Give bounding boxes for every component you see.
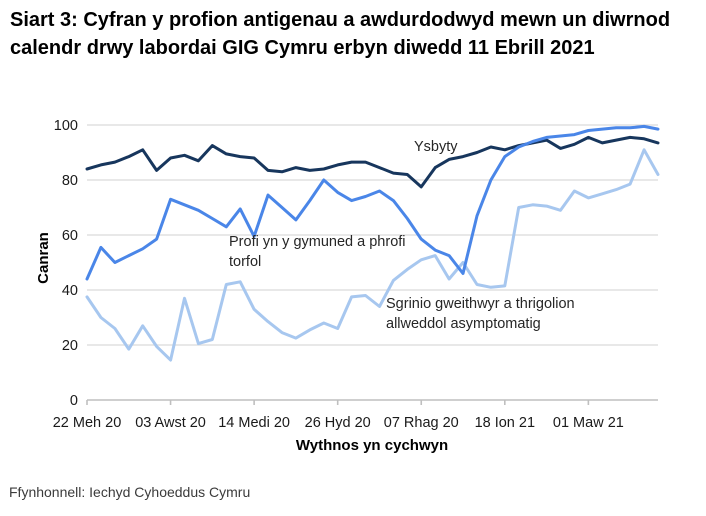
series-label-sgrinio: Sgrinio gweithwyr a thrigolion allweddol…	[386, 296, 575, 332]
x-tick-label: 01 Maw 21	[553, 415, 624, 431]
x-axis-label: Wythnos yn cychwyn	[295, 437, 449, 454]
x-tick-label: 22 Meh 20	[53, 415, 122, 431]
y-tick-0: 0	[70, 393, 78, 409]
x-tick-label: 03 Awst 20	[135, 415, 206, 431]
source-note: Ffynhonnell: Iechyd Cyhoeddus Cymru	[9, 484, 251, 500]
series-label-profi: Profi yn y gymuned a phrofi torfol	[229, 234, 406, 270]
x-tick-label: 07 Rhag 20	[384, 415, 459, 431]
y-tick-100: 100	[54, 118, 78, 134]
x-tick-label: 14 Medi 20	[218, 415, 290, 431]
series-line-2	[85, 148, 660, 362]
series-label-ysbyty: Ysbyty	[414, 139, 458, 155]
y-tick-80: 80	[62, 173, 78, 189]
series-line-0	[85, 135, 660, 189]
y-tick-40: 40	[62, 283, 78, 299]
x-tick-label: 18 Ion 21	[475, 415, 535, 431]
y-axis-label: Canran	[35, 232, 52, 284]
series-line-1	[85, 124, 660, 281]
y-tick-20: 20	[62, 338, 78, 354]
chart-title: Siart 3: Cyfran y profion antigenau a aw…	[10, 9, 671, 59]
y-tick-60: 60	[62, 228, 78, 244]
x-tick-label: 26 Hyd 20	[305, 415, 371, 431]
